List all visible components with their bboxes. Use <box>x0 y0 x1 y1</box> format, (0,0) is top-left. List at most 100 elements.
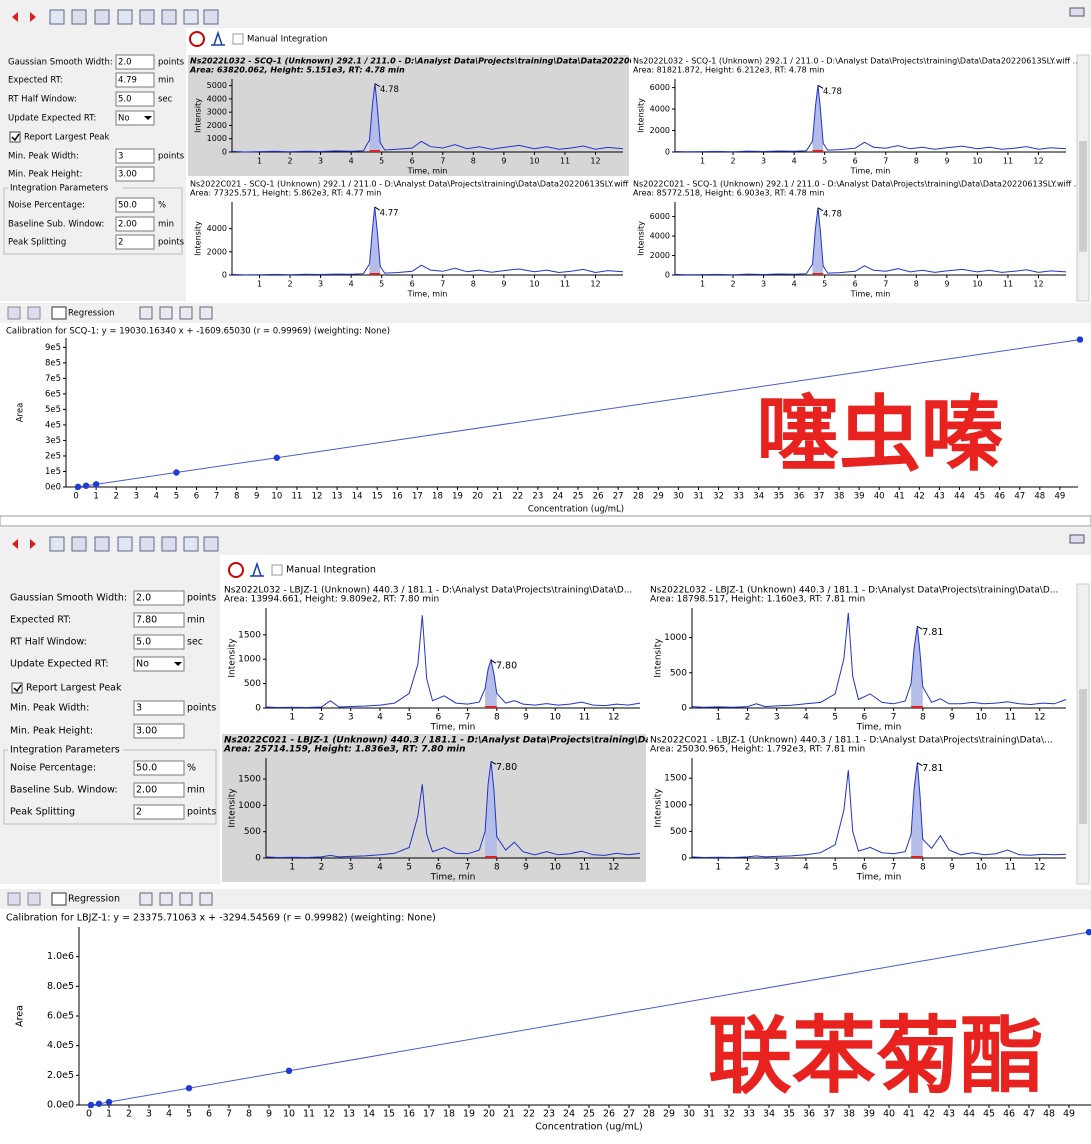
toolbar-button[interactable] <box>183 9 199 25</box>
toolbar-button[interactable] <box>179 306 193 320</box>
peak-label: 4.78 <box>823 209 842 219</box>
param-input[interactable] <box>115 54 155 70</box>
calibration-point[interactable] <box>95 1100 103 1107</box>
dropdown-arrow[interactable] <box>144 116 152 120</box>
toolbar-button[interactable] <box>159 892 173 906</box>
x-tick-label: 40 <box>883 1109 895 1120</box>
x-tick-label: 11 <box>579 863 590 873</box>
y-tick-label: 4000 <box>207 224 227 233</box>
param-input[interactable] <box>133 804 185 820</box>
param-input[interactable] <box>133 590 185 606</box>
y-tick-label: 3000 <box>207 108 227 117</box>
calibration-point[interactable] <box>92 481 100 488</box>
peak-tool[interactable] <box>211 30 225 46</box>
chromatogram[interactable] <box>631 55 1072 176</box>
dropdown-arrow[interactable] <box>174 662 182 666</box>
toolbar-button[interactable] <box>139 892 153 906</box>
calibration-point[interactable] <box>285 1067 293 1075</box>
regression-button[interactable] <box>51 306 67 320</box>
toolbar-button[interactable] <box>94 536 110 552</box>
toolbar-button[interactable] <box>199 306 213 320</box>
toolbar-button[interactable] <box>203 536 219 552</box>
x-tick-label: 9 <box>949 713 955 723</box>
chromatogram-selected[interactable] <box>222 734 646 882</box>
toolbar-button[interactable] <box>71 536 87 552</box>
manual-checkbox[interactable] <box>232 33 244 45</box>
nav-forward[interactable] <box>30 12 36 22</box>
toolbar-button[interactable] <box>161 536 177 552</box>
toolbar-button[interactable] <box>7 892 21 906</box>
x-tick-label: 47 <box>1014 492 1025 502</box>
chromatogram-info: Area: 81821.872, Height: 6.212e3, RT: 4.… <box>633 66 824 75</box>
y-tick-label: 4.0e5 <box>47 1040 74 1051</box>
nav-back[interactable] <box>12 12 18 22</box>
param-input[interactable] <box>115 197 155 213</box>
x-tick-label: 23 <box>543 1109 555 1120</box>
param-input[interactable] <box>115 148 155 164</box>
y-tick-label: 1.0e6 <box>47 951 74 962</box>
param-input[interactable] <box>115 72 155 88</box>
toolbar-button[interactable] <box>71 9 87 25</box>
calibration-point[interactable] <box>273 454 281 461</box>
nav-forward[interactable] <box>30 539 36 549</box>
x-tick-label: 9 <box>944 280 949 289</box>
scroll-thumb[interactable] <box>1079 141 1087 252</box>
toolbar-button[interactable] <box>161 9 177 25</box>
calibration-point[interactable] <box>185 1084 193 1092</box>
toolbar-button[interactable] <box>179 892 193 906</box>
toolbar-button[interactable] <box>94 9 110 25</box>
param-input[interactable] <box>133 656 185 672</box>
toolbar-button[interactable] <box>183 536 199 552</box>
param-input[interactable] <box>115 166 155 182</box>
param-label: Baseline Sub. Window: <box>10 785 118 796</box>
calibration-point[interactable] <box>82 482 90 489</box>
param-input[interactable] <box>133 760 185 776</box>
manual-checkbox[interactable] <box>271 564 283 576</box>
toolbar-button[interactable] <box>49 536 65 552</box>
calibration-point[interactable] <box>105 1098 113 1106</box>
toolbar-button[interactable] <box>139 536 155 552</box>
report-checkbox[interactable] <box>11 682 23 694</box>
scroll-thumb[interactable] <box>1079 689 1087 824</box>
chromatogram[interactable] <box>222 584 646 732</box>
chromatogram-selected[interactable] <box>188 55 629 176</box>
integration-tool[interactable] <box>228 562 244 578</box>
param-input[interactable] <box>115 110 155 126</box>
toolbar-button[interactable] <box>117 536 133 552</box>
toolbar-button[interactable] <box>27 892 41 906</box>
param-input[interactable] <box>115 234 155 250</box>
param-input[interactable] <box>133 782 185 798</box>
toolbar-button[interactable] <box>139 9 155 25</box>
toolbar-button[interactable] <box>7 306 21 320</box>
regression-button[interactable] <box>51 892 67 906</box>
toolbar-button[interactable] <box>139 306 153 320</box>
param-input[interactable] <box>133 612 185 628</box>
chromatogram[interactable] <box>631 178 1072 299</box>
param-input[interactable] <box>133 700 185 716</box>
calibration-point[interactable] <box>1085 928 1091 936</box>
toolbar-button[interactable] <box>159 306 173 320</box>
toolbar-button[interactable] <box>117 9 133 25</box>
toolbar-button[interactable] <box>199 892 213 906</box>
param-input[interactable] <box>115 216 155 232</box>
calibration-point[interactable] <box>87 1101 95 1109</box>
param-input[interactable] <box>115 91 155 107</box>
param-input[interactable] <box>133 723 185 739</box>
x-tick-label: 3 <box>774 863 780 873</box>
toolbar-button[interactable] <box>49 9 65 25</box>
param-input[interactable] <box>133 634 185 650</box>
peak-tool[interactable] <box>250 561 264 577</box>
toolbar-button[interactable] <box>203 9 219 25</box>
toolbar-button[interactable] <box>27 306 41 320</box>
x-tick-label: 7 <box>891 713 897 723</box>
calibration-point[interactable] <box>74 483 82 491</box>
calibration-point[interactable] <box>173 469 180 476</box>
report-checkbox[interactable] <box>9 131 21 143</box>
calibration-point[interactable] <box>1076 336 1084 343</box>
nav-back[interactable] <box>12 539 18 549</box>
param-label: Min. Peak Height: <box>10 726 93 737</box>
chromatogram[interactable] <box>648 584 1072 732</box>
chromatogram[interactable] <box>188 178 629 299</box>
integration-tool[interactable] <box>189 31 205 47</box>
chromatogram[interactable] <box>648 734 1072 882</box>
